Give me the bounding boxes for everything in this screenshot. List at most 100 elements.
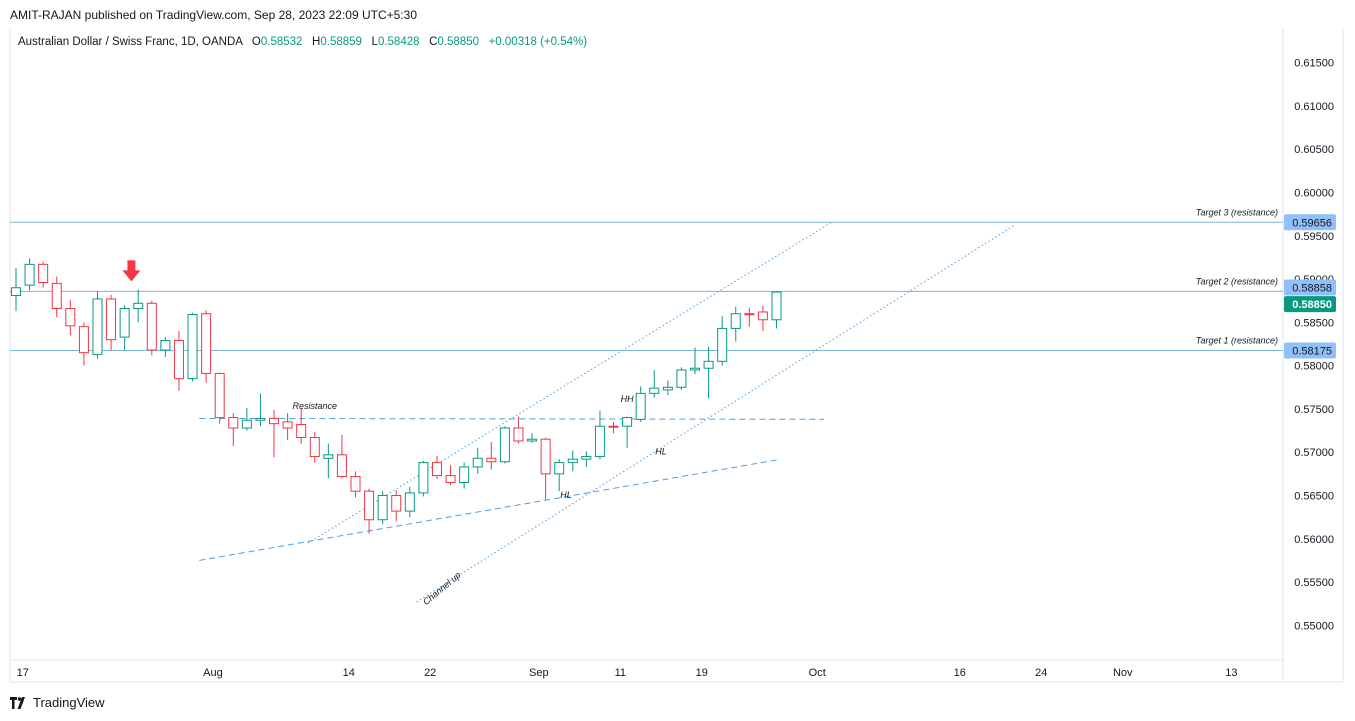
level-price-tag-bg — [1284, 342, 1336, 359]
candle-body — [486, 457, 497, 463]
candle-body — [771, 291, 782, 321]
symbol-name[interactable]: Australian Dollar / Swiss Franc, 1D, OAN… — [18, 36, 243, 48]
x-tick-label: 16 — [954, 667, 966, 679]
candle-body — [296, 424, 307, 439]
candle-body — [377, 495, 388, 521]
candle-body — [241, 419, 252, 429]
candle-body — [214, 372, 225, 419]
annotation-label: HL — [655, 446, 667, 456]
level-price-tag-bg — [1284, 279, 1336, 296]
candle — [418, 460, 429, 497]
x-tick-label: Aug — [203, 667, 223, 679]
candle — [391, 490, 402, 522]
candle-body — [622, 417, 633, 427]
candle — [255, 393, 266, 427]
y-tick-label: 0.55500 — [1294, 577, 1334, 589]
candle — [173, 331, 184, 391]
last-price-tag: 0.58850 — [1292, 299, 1332, 311]
x-tick-label: Nov — [1113, 667, 1133, 679]
candle — [323, 443, 334, 479]
candle-body — [676, 369, 687, 388]
candle-body — [133, 302, 144, 310]
x-tick-label: 11 — [615, 667, 626, 679]
change-value: +0.00318 (+0.54%) — [488, 36, 588, 48]
candle-body — [282, 421, 293, 429]
candle-body — [24, 263, 35, 286]
y-tick-label: 0.56000 — [1294, 534, 1334, 546]
level-label: Target 1 (resistance) — [1196, 335, 1278, 345]
candle-body — [38, 263, 49, 284]
annotations: Resistance HH HL HL Channel up — [122, 260, 667, 607]
candle-body — [594, 425, 605, 458]
candle — [201, 310, 212, 383]
candle-body — [418, 462, 429, 494]
low-label: L — [371, 36, 378, 48]
x-tick-label: 17 — [17, 667, 29, 679]
price-tags: 0.59656 0.58858 0.58175 0.58850 — [1284, 214, 1336, 359]
annotation-label: Resistance — [292, 401, 337, 411]
time-axis[interactable]: 17 Aug 14 22 Sep 11 19 Oct 16 24 Nov 13 — [17, 667, 1238, 679]
channel-lower — [416, 224, 1015, 603]
candle-body — [662, 386, 673, 391]
x-tick-label: 14 — [343, 667, 355, 679]
close-value: 0.58850 — [437, 36, 479, 48]
candle-body — [581, 456, 592, 460]
support-trendline — [199, 459, 777, 561]
tradingview-logo-icon — [10, 696, 25, 709]
candle — [554, 459, 565, 492]
candles — [11, 258, 782, 534]
candle-body — [472, 457, 483, 468]
drawn-lines — [199, 222, 1015, 603]
candle-body — [431, 462, 442, 477]
y-tick-label: 0.60000 — [1294, 187, 1334, 199]
candle-body — [119, 308, 130, 338]
candle-body — [323, 454, 334, 459]
candle-body — [51, 282, 62, 310]
candle-body — [350, 475, 361, 492]
x-tick-label: 19 — [696, 667, 708, 679]
candle-body — [269, 417, 280, 425]
open-label: O — [251, 36, 261, 48]
close-label: C — [429, 36, 438, 48]
x-tick-label: 24 — [1035, 667, 1047, 679]
candle — [78, 322, 89, 366]
high-value: 0.58859 — [320, 36, 362, 48]
candle — [581, 451, 592, 467]
candle-body — [391, 495, 402, 512]
candle-body — [757, 311, 768, 321]
candle-body — [11, 287, 21, 297]
candle — [459, 462, 470, 489]
candle-body — [160, 340, 171, 351]
candle — [38, 261, 49, 288]
candle — [336, 434, 347, 479]
resistance-levels: Target 3 (resistance) Target 2 (resistanc… — [10, 207, 1283, 351]
candle — [282, 413, 293, 441]
candle — [744, 307, 755, 327]
y-tick-label: 0.57000 — [1294, 447, 1334, 459]
candle-body — [499, 427, 510, 463]
last-price-tag-bg — [1284, 296, 1336, 313]
x-tick-label: 22 — [424, 667, 436, 679]
candle — [119, 305, 130, 351]
candle-body — [187, 314, 198, 380]
candle-body — [336, 454, 347, 477]
candle — [431, 455, 442, 480]
candle — [133, 289, 144, 323]
candle — [364, 488, 375, 534]
x-tick-label: 13 — [1225, 667, 1237, 679]
footer-brand[interactable]: TradingView — [33, 695, 105, 710]
candle — [106, 294, 117, 351]
candle — [214, 372, 225, 424]
candle — [309, 432, 320, 463]
y-tick-label: 0.58500 — [1294, 317, 1334, 329]
y-tick-label: 0.58000 — [1294, 361, 1334, 373]
candle-body — [744, 313, 755, 316]
candle — [24, 258, 35, 291]
candle-body — [364, 490, 375, 521]
candle — [92, 291, 103, 359]
annotation-label: HL — [560, 490, 572, 500]
candle — [404, 486, 415, 518]
high-label: H — [312, 36, 321, 48]
candle-body — [567, 458, 578, 464]
